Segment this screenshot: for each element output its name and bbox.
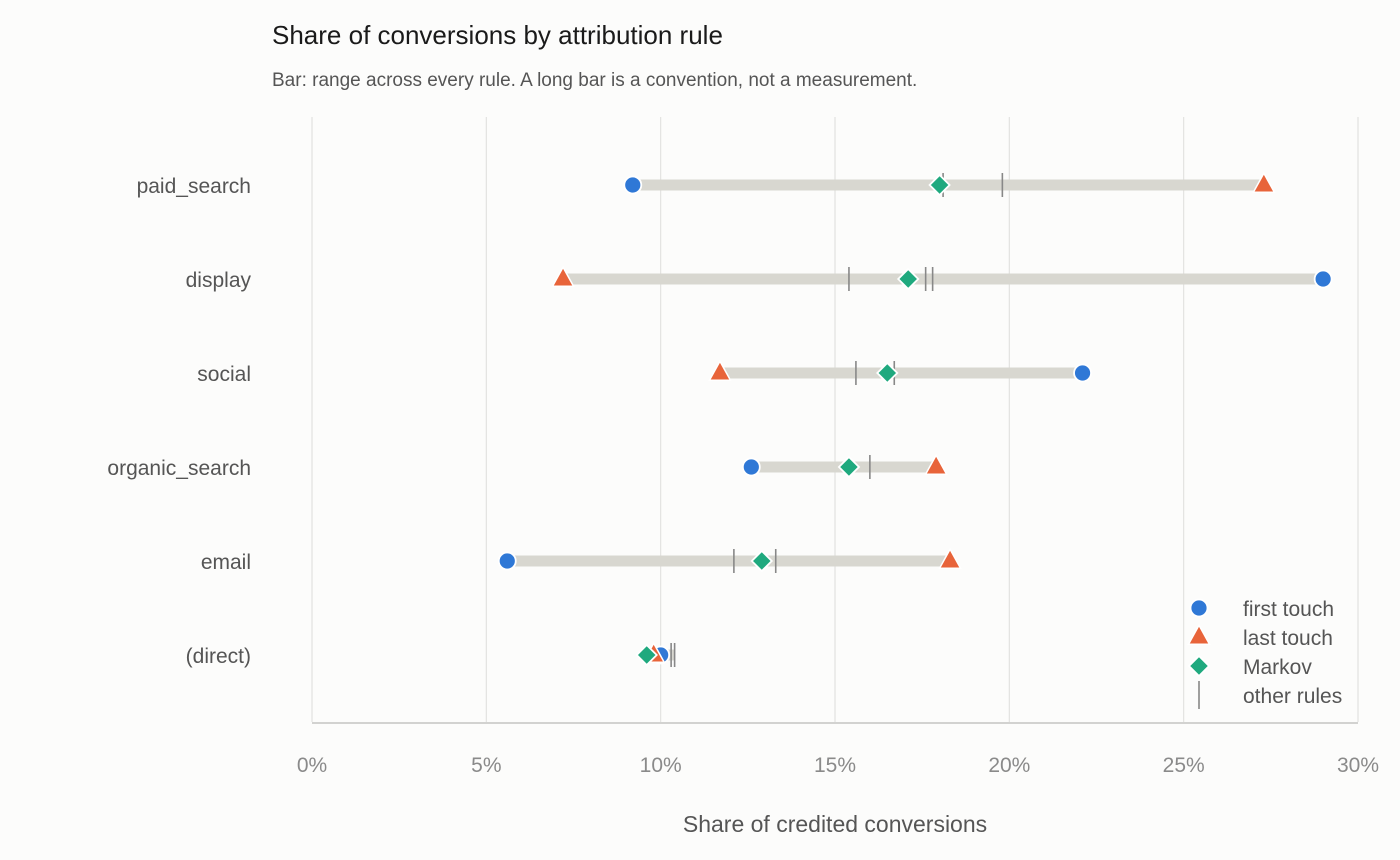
x-tick-label-0: 0% xyxy=(297,754,327,777)
data-points xyxy=(497,171,1333,667)
grid-lines xyxy=(311,117,1359,722)
x-tick-label-6: 30% xyxy=(1337,754,1379,777)
legend-label-2: Markov xyxy=(1243,656,1312,679)
range-bars xyxy=(507,179,1324,661)
point-triangle-paid_search xyxy=(1252,171,1276,193)
legend-marker-1 xyxy=(1187,623,1211,645)
point-diamond-social xyxy=(876,361,899,385)
y-label-social: social xyxy=(197,363,251,386)
x-tick-label-5: 25% xyxy=(1163,754,1205,777)
legend: first touch last touch Markov other rules xyxy=(1187,598,1342,709)
point-triangle-display xyxy=(551,265,575,287)
point-circle-paid_search xyxy=(623,175,643,195)
point-diamond-paid_search xyxy=(928,173,951,197)
point-circle-display xyxy=(1313,269,1333,289)
chart-subtitle: Bar: range across every rule. A long bar… xyxy=(272,70,918,91)
x-tick-label-4: 20% xyxy=(988,754,1030,777)
point-triangle-social xyxy=(708,359,732,381)
point-triangle-organic_search xyxy=(924,453,948,475)
x-tick-label-3: 15% xyxy=(814,754,856,777)
legend-marker-0 xyxy=(1189,598,1209,618)
point-diamond-organic_search xyxy=(837,455,861,479)
x-tick-label-2: 10% xyxy=(640,754,682,777)
point-diamond-(direct) xyxy=(635,643,658,667)
point-circle-organic_search xyxy=(741,457,761,477)
y-label-paid_search: paid_search xyxy=(137,175,251,198)
x-axis-title: Share of credited conversions xyxy=(683,811,987,837)
legend-label-0: first touch xyxy=(1243,598,1334,621)
legend-label-3: other rules xyxy=(1243,685,1342,708)
x-tick-label-1: 5% xyxy=(471,754,501,777)
y-label-organic_search: organic_search xyxy=(107,457,251,480)
y-label-(direct): (direct) xyxy=(186,645,251,668)
x-axis-tick-labels: 0% 5% 10% 15% 20% 25% 30% xyxy=(297,754,1379,777)
y-label-display: display xyxy=(186,269,252,292)
point-triangle-email xyxy=(938,547,962,569)
y-label-email: email xyxy=(201,551,251,574)
point-circle-email xyxy=(497,551,517,571)
point-diamond-display xyxy=(896,267,920,291)
legend-label-1: last touch xyxy=(1243,627,1333,650)
point-circle-social xyxy=(1073,363,1092,383)
legend-marker-2 xyxy=(1187,654,1211,678)
point-diamond-email xyxy=(750,549,774,573)
other-rule-marks xyxy=(670,173,1004,667)
chart-title: Share of conversions by attribution rule xyxy=(272,20,723,50)
